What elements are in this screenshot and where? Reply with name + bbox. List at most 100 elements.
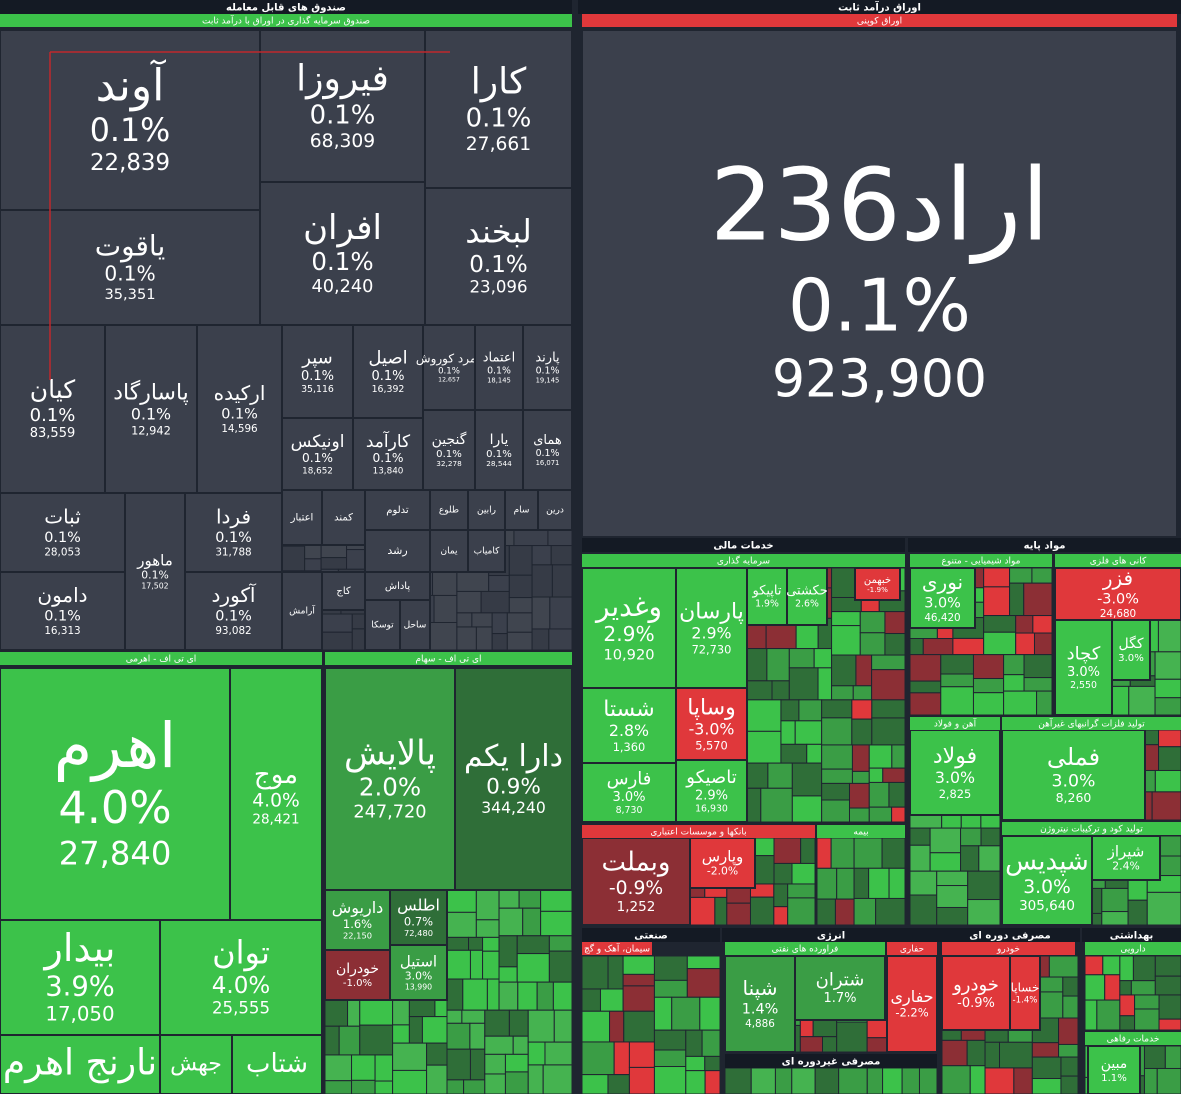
tile (581, 687, 677, 764)
filler-tile (446, 1048, 471, 1081)
filler-tile (622, 955, 655, 975)
tile-change: 1.1% (1101, 1073, 1127, 1084)
tile-name: طلوع (439, 506, 459, 516)
tile-name: فارس (607, 769, 652, 790)
filler-tile (1084, 974, 1106, 1001)
tile-name: فردا (216, 505, 251, 529)
tile-value: 22,839 (90, 150, 170, 176)
filler-tile (338, 1025, 361, 1056)
tile-value: 93,082 (215, 625, 251, 637)
tile-change: 0.1% (487, 366, 511, 377)
tile (422, 324, 476, 411)
tile-value: 8,260 (1056, 790, 1092, 805)
tile-name: درین (546, 506, 564, 516)
filler-tile (936, 885, 969, 908)
filler-tile (848, 782, 870, 809)
tile-change: 0.1% (221, 407, 258, 423)
filler-tile (324, 1025, 340, 1056)
tile-value: 31,788 (215, 546, 251, 558)
group-header (1002, 717, 1181, 730)
filler-tile (791, 862, 816, 885)
filler-tile (888, 781, 906, 808)
filler-tile (653, 996, 673, 1031)
filler-tile (527, 1041, 546, 1066)
tile-change: 0.1% (104, 262, 155, 286)
filler-tile (773, 862, 793, 885)
tile-name: یمان (440, 547, 458, 557)
filler-tile (967, 899, 1001, 926)
filler-tile (1158, 994, 1181, 1020)
tile-change: 0.1% (536, 448, 560, 459)
section-header (578, 0, 1181, 14)
filler-tile (1119, 980, 1132, 996)
group-title: ای تی اف - سهام (415, 655, 481, 665)
filler-tile (766, 648, 790, 682)
tile-name: جهش (170, 1052, 222, 1077)
filler-tile (628, 1041, 655, 1068)
group-header (325, 652, 572, 665)
filler-tile (426, 1042, 448, 1066)
tile-change: 1.9% (755, 598, 779, 609)
tile-value: 16,071 (536, 459, 560, 467)
filler-tile (482, 936, 500, 952)
tile-name: یارا (490, 432, 509, 448)
filler-tile (433, 594, 458, 624)
tile-name: کچاد (1067, 644, 1101, 665)
tile (124, 492, 186, 651)
tile-value: 4,886 (745, 1018, 775, 1030)
tile-change: 0.1% (469, 252, 527, 278)
filler-tile (868, 767, 884, 783)
tile (1001, 729, 1146, 821)
filler-tile (848, 807, 870, 823)
filler-tile (980, 827, 1001, 847)
filler-tile (816, 867, 838, 900)
filler-tile (1023, 654, 1053, 679)
filler-tile (653, 979, 688, 998)
tile-change: 0.1% (310, 100, 376, 130)
tile-change: 3.0% (405, 970, 432, 983)
tile-value: 10,920 (603, 647, 654, 664)
filler-tile (714, 896, 728, 926)
tile-value: 28,421 (252, 812, 299, 828)
filler-tile (527, 1009, 555, 1043)
filler-tile (1143, 1067, 1158, 1094)
tile-name: بیدار (43, 926, 116, 970)
tile-change: -2.0% (707, 865, 738, 878)
filler-tile (831, 611, 861, 627)
tile (259, 29, 426, 183)
section-title: اوراق درآمد ثابت (838, 1, 921, 14)
filler-tile (392, 1069, 428, 1094)
filler-tile (806, 743, 823, 764)
tile (675, 567, 748, 689)
filler-tile (392, 999, 410, 1026)
tile-change: 2.9% (691, 624, 731, 643)
tile-name: وغدیر (594, 590, 662, 623)
tile (364, 571, 431, 601)
tile (184, 571, 283, 651)
filler-tile (622, 985, 655, 1012)
tile-value: 32,278 (436, 459, 462, 468)
tile-change: 3.0% (924, 596, 961, 612)
filler-tile (936, 870, 969, 887)
tile-name: پاسارگاد (113, 379, 189, 405)
filler-tile (317, 613, 353, 633)
tile (1091, 835, 1161, 881)
filler-tile (498, 981, 519, 1011)
filler-tile (469, 1048, 486, 1081)
filler-tile (1127, 899, 1148, 926)
filler-tile (836, 867, 855, 900)
tile-change: 3.9% (45, 971, 115, 1002)
filler-tile (884, 633, 906, 656)
section-title: انرژی (817, 931, 845, 942)
tile-change: 2.9% (695, 788, 728, 803)
filler-tile (868, 806, 893, 823)
filler-tile (1031, 567, 1053, 584)
tile-change: -3.0% (689, 720, 735, 739)
filler-tile (516, 935, 550, 955)
tile-name: پارند (535, 351, 560, 366)
tile-value: 22,150 (343, 930, 372, 940)
filler-tile (1023, 677, 1053, 692)
filler-tile (522, 907, 542, 937)
filler-tile (1048, 955, 1079, 978)
tile (1001, 835, 1093, 926)
